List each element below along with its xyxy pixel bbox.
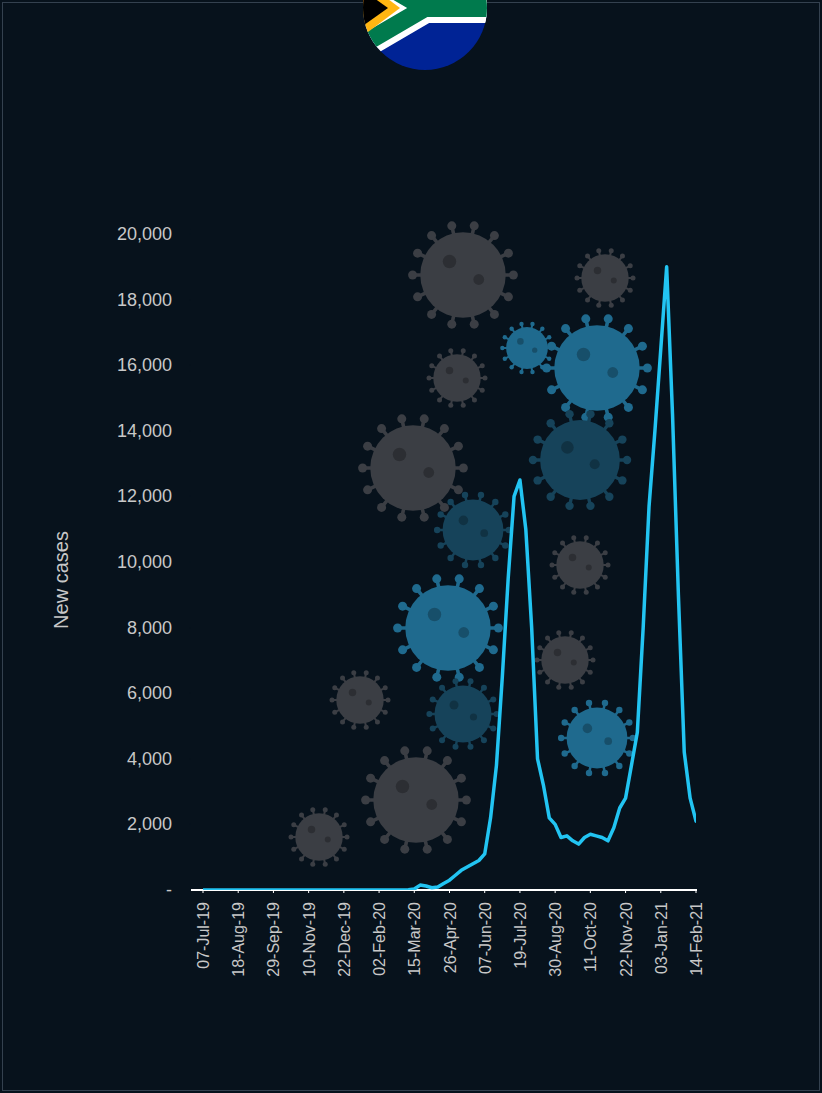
- virus-body: [506, 327, 548, 369]
- y-tick-label: 6,000: [127, 683, 172, 703]
- virus: [575, 248, 636, 308]
- y-tick: [189, 299, 191, 300]
- x-tick: [625, 890, 626, 893]
- virus-body: [405, 585, 491, 671]
- virus: [426, 678, 499, 750]
- x-tick-label: 10-Nov-19: [301, 902, 318, 977]
- x-tick-label: 29-Sep-19: [265, 902, 282, 977]
- y-tick: [189, 365, 191, 366]
- y-tick-label: 20,000: [117, 224, 172, 244]
- y-axis: - 2,000 4,000 6,000 8,000 10,000 12,000 14,000 1…: [117, 224, 191, 900]
- x-tick: [590, 890, 591, 893]
- y-tick-label: 12,000: [117, 486, 172, 506]
- x-tick: [379, 890, 380, 893]
- virus-body: [420, 232, 506, 318]
- x-tick: [308, 890, 309, 893]
- virus: [330, 670, 391, 730]
- virus-body: [567, 708, 628, 769]
- y-tick: [189, 562, 191, 563]
- x-tick-label: 14-Feb-21: [688, 902, 705, 976]
- x-tick-label: 07-Jun-20: [477, 902, 494, 974]
- x-tick: [414, 890, 415, 893]
- x-tick: [273, 890, 274, 893]
- x-tick: [203, 890, 204, 893]
- x-tick-label: 30-Aug-20: [547, 902, 564, 977]
- y-axis-title: New cases: [50, 531, 72, 629]
- x-tick: [484, 890, 485, 893]
- y-tick: [189, 627, 191, 628]
- x-tick-label: 22-Nov-20: [618, 902, 635, 977]
- y-tick: [189, 693, 191, 694]
- x-tick: [449, 890, 450, 893]
- y-tick: [189, 758, 191, 759]
- y-tick-label: -: [166, 880, 172, 900]
- y-tick-label: 10,000: [117, 552, 172, 572]
- x-tick-label: 02-Feb-20: [371, 902, 388, 976]
- y-tick-label: 16,000: [117, 355, 172, 375]
- virus-body: [554, 325, 640, 411]
- x-tick-label: 15-Mar-20: [406, 902, 423, 976]
- flag: [360, 0, 490, 78]
- virus: [427, 348, 488, 408]
- x-tick: [555, 890, 556, 893]
- x-tick: [238, 890, 239, 893]
- y-tick-label: 8,000: [127, 618, 172, 638]
- virus-body: [443, 500, 504, 561]
- virus: [408, 221, 518, 328]
- virus-body: [370, 425, 456, 511]
- virus: [529, 410, 631, 510]
- x-tick-label: 03-Jan-21: [653, 902, 670, 974]
- virus-body: [541, 636, 589, 684]
- x-axis: 07-Jul-19 18-Aug-19 29-Sep-19 10-Nov-19 22-D…: [191, 890, 705, 977]
- chart: - 2,000 4,000 6,000 8,000 10,000 12,000 14,000 1…: [0, 0, 822, 1093]
- x-tick: [696, 890, 697, 893]
- x-tick-label: 18-Aug-19: [230, 902, 247, 977]
- x-tick-label: 22-Dec-19: [336, 902, 353, 977]
- frame: [3, 3, 820, 1091]
- y-tick-label: 4,000: [127, 749, 172, 769]
- y-tick: [189, 890, 191, 891]
- y-tick: [189, 234, 191, 235]
- x-tick: [343, 890, 344, 893]
- virus: [358, 414, 468, 521]
- virus-body: [295, 813, 343, 861]
- virus-body: [581, 254, 629, 302]
- virus-body: [435, 686, 492, 743]
- virus: [393, 574, 503, 681]
- y-tick: [189, 824, 191, 825]
- x-tick-label: 19-Jul-20: [512, 902, 529, 969]
- y-tick-label: 2,000: [127, 814, 172, 834]
- virus-body: [540, 420, 620, 500]
- x-tick-label: 26-Apr-20: [442, 902, 459, 973]
- y-tick-label: 14,000: [117, 421, 172, 441]
- x-tick: [660, 890, 661, 893]
- virus: [434, 492, 512, 568]
- y-tick: [189, 430, 191, 431]
- y-tick: [189, 496, 191, 497]
- cases-line: [203, 267, 696, 890]
- virus: [542, 314, 652, 421]
- background: [0, 0, 822, 1093]
- y-tick-label: 18,000: [117, 290, 172, 310]
- virus: [500, 322, 554, 374]
- virus: [550, 535, 611, 595]
- virus-body: [373, 757, 459, 843]
- x-tick: [519, 890, 520, 893]
- virus-body: [433, 354, 481, 402]
- x-tick-label: 11-Oct-20: [582, 902, 599, 972]
- virus: [289, 807, 350, 867]
- virus: [361, 746, 471, 853]
- virus: [558, 700, 636, 776]
- plot-area: [203, 267, 696, 890]
- x-tick-label: 07-Jul-19: [195, 902, 212, 969]
- virus-body: [556, 541, 604, 589]
- virus-body: [336, 676, 384, 724]
- virus: [535, 630, 596, 690]
- virus-decorations: [289, 221, 652, 866]
